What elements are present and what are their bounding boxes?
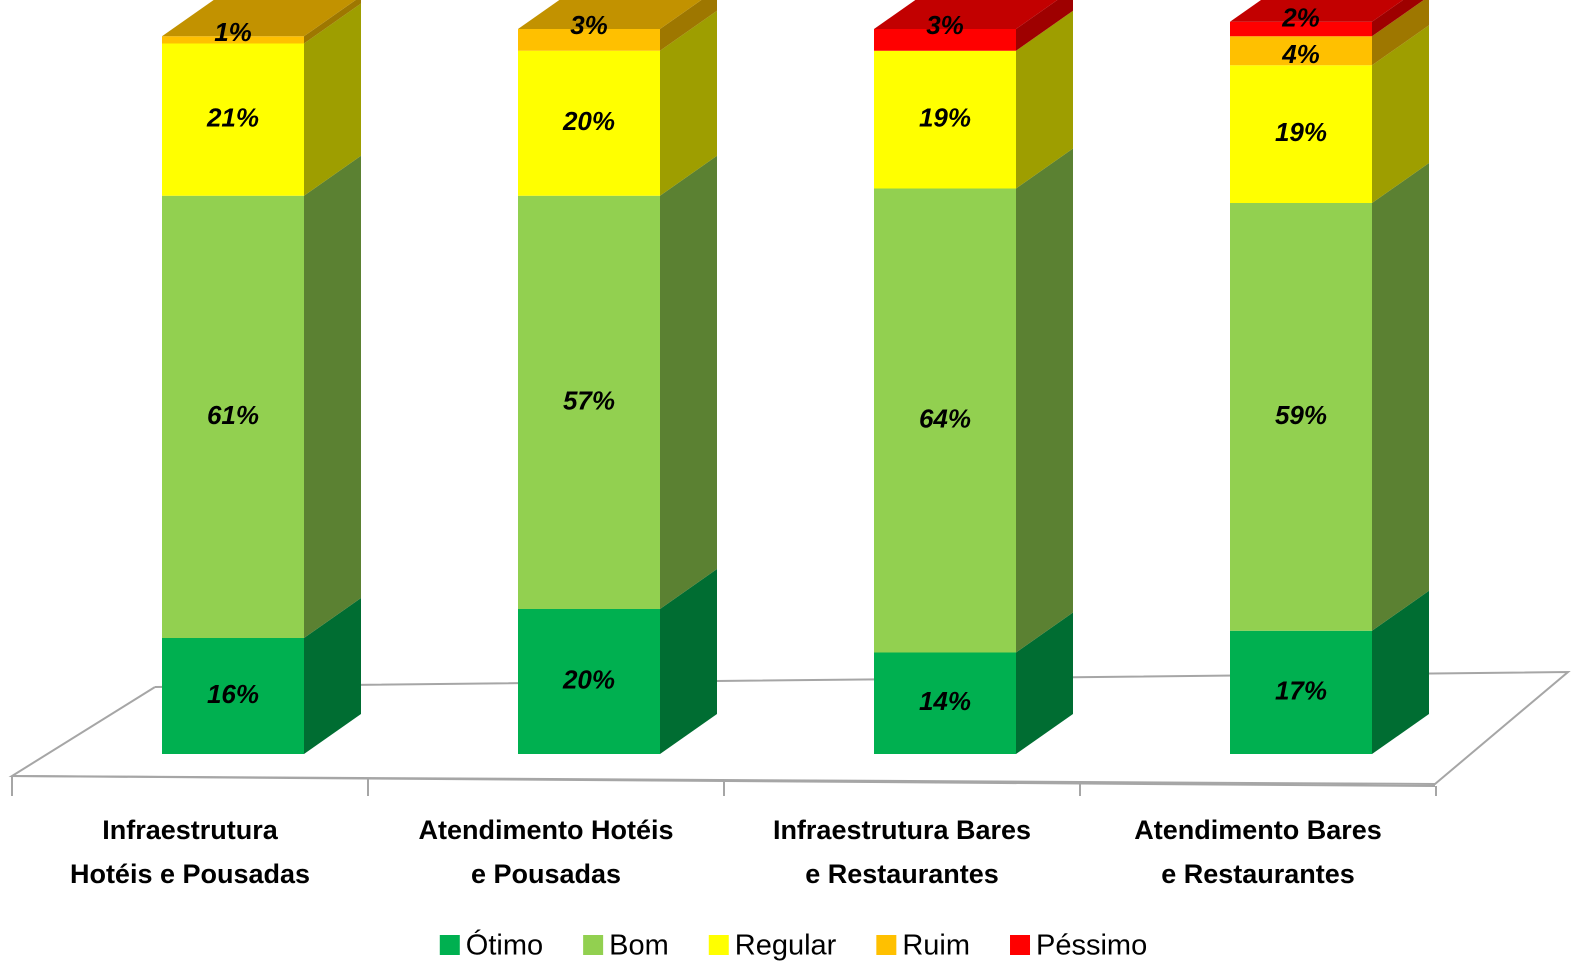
- value-label: 16%: [207, 679, 259, 709]
- bar-side: [1372, 590, 1429, 754]
- bar-side: [1016, 10, 1073, 189]
- legend-label: Péssimo: [1036, 930, 1147, 962]
- legend-label: Ótimo: [466, 929, 543, 962]
- legend-label: Regular: [735, 930, 837, 962]
- bar-side: [1372, 25, 1429, 203]
- legend-label: Ruim: [902, 930, 970, 962]
- value-label: 2%: [1281, 3, 1320, 33]
- bar-side: [304, 0, 361, 44]
- bar-segment: [518, 50, 660, 196]
- bar-segment: [162, 36, 304, 44]
- bar-side: [660, 10, 717, 196]
- bar-side: [660, 0, 717, 51]
- value-label: 20%: [562, 664, 615, 694]
- bar-segment: [1230, 65, 1372, 203]
- bar-side: [304, 598, 361, 754]
- legend: Ótimo Bom Regular Ruim Péssimo: [439, 929, 1147, 962]
- value-label: 19%: [919, 103, 971, 133]
- bar-segment: [874, 188, 1016, 653]
- legend-swatch: [439, 935, 460, 955]
- bar-segment: [162, 638, 304, 754]
- bar-side: [1372, 0, 1429, 66]
- legend-label: Bom: [609, 930, 669, 962]
- floor: [8, 670, 1571, 786]
- legend-swatch: [1010, 935, 1031, 955]
- value-label: 64%: [919, 403, 971, 433]
- value-label: 20%: [562, 106, 615, 136]
- value-label: 57%: [563, 385, 615, 415]
- bar-segment: [1230, 630, 1372, 754]
- bar-segment: [518, 195, 660, 609]
- bar-side: [1372, 0, 1424, 37]
- bar-side: [1372, 163, 1429, 631]
- bar-segment: [1230, 36, 1372, 66]
- value-label: 61%: [207, 400, 259, 430]
- bar-segment: [874, 29, 1016, 51]
- bar-side: [1016, 0, 1073, 51]
- value-label: 59%: [1275, 400, 1327, 430]
- value-label: 3%: [926, 10, 964, 40]
- value-label: 21%: [206, 103, 259, 133]
- bar-segment: [874, 50, 1016, 189]
- value-label: 14%: [919, 686, 971, 716]
- bar-side: [660, 569, 717, 754]
- bar-segment: [162, 195, 304, 638]
- bar-top: [1230, 0, 1403, 22]
- bar-top: [518, 0, 702, 29]
- bar-top: [162, 0, 356, 37]
- bar-segment: [518, 609, 660, 754]
- value-label: 1%: [214, 17, 252, 47]
- bar-segment: [518, 29, 660, 51]
- bar-segment: [1230, 21, 1372, 37]
- bar-top: [874, 0, 1058, 29]
- value-label: 4%: [1281, 39, 1320, 69]
- bar-side: [1016, 148, 1073, 653]
- bar-segment: [1230, 203, 1372, 631]
- bar-segment: [874, 652, 1016, 754]
- bar-side: [1016, 612, 1073, 754]
- category-label: Infraestrutura Hotéis e Pousadas: [69, 815, 311, 889]
- legend-swatch: [583, 935, 604, 955]
- category-label: Atendimento Bares e Restaurantes: [1134, 815, 1382, 889]
- bar-side: [304, 155, 361, 638]
- bar-side: [304, 3, 361, 196]
- category-label: Atendimento Hotéis e Pousadas: [418, 815, 674, 889]
- legend-swatch: [876, 935, 897, 955]
- bar-side: [660, 155, 717, 609]
- legend-swatch: [708, 935, 729, 955]
- value-label: 3%: [570, 10, 608, 40]
- value-label: 19%: [1275, 117, 1327, 147]
- value-label: 17%: [1275, 675, 1327, 705]
- bar-segment: [162, 43, 304, 196]
- category-label: Infraestrutura Bares e Restaurantes: [772, 815, 1032, 889]
